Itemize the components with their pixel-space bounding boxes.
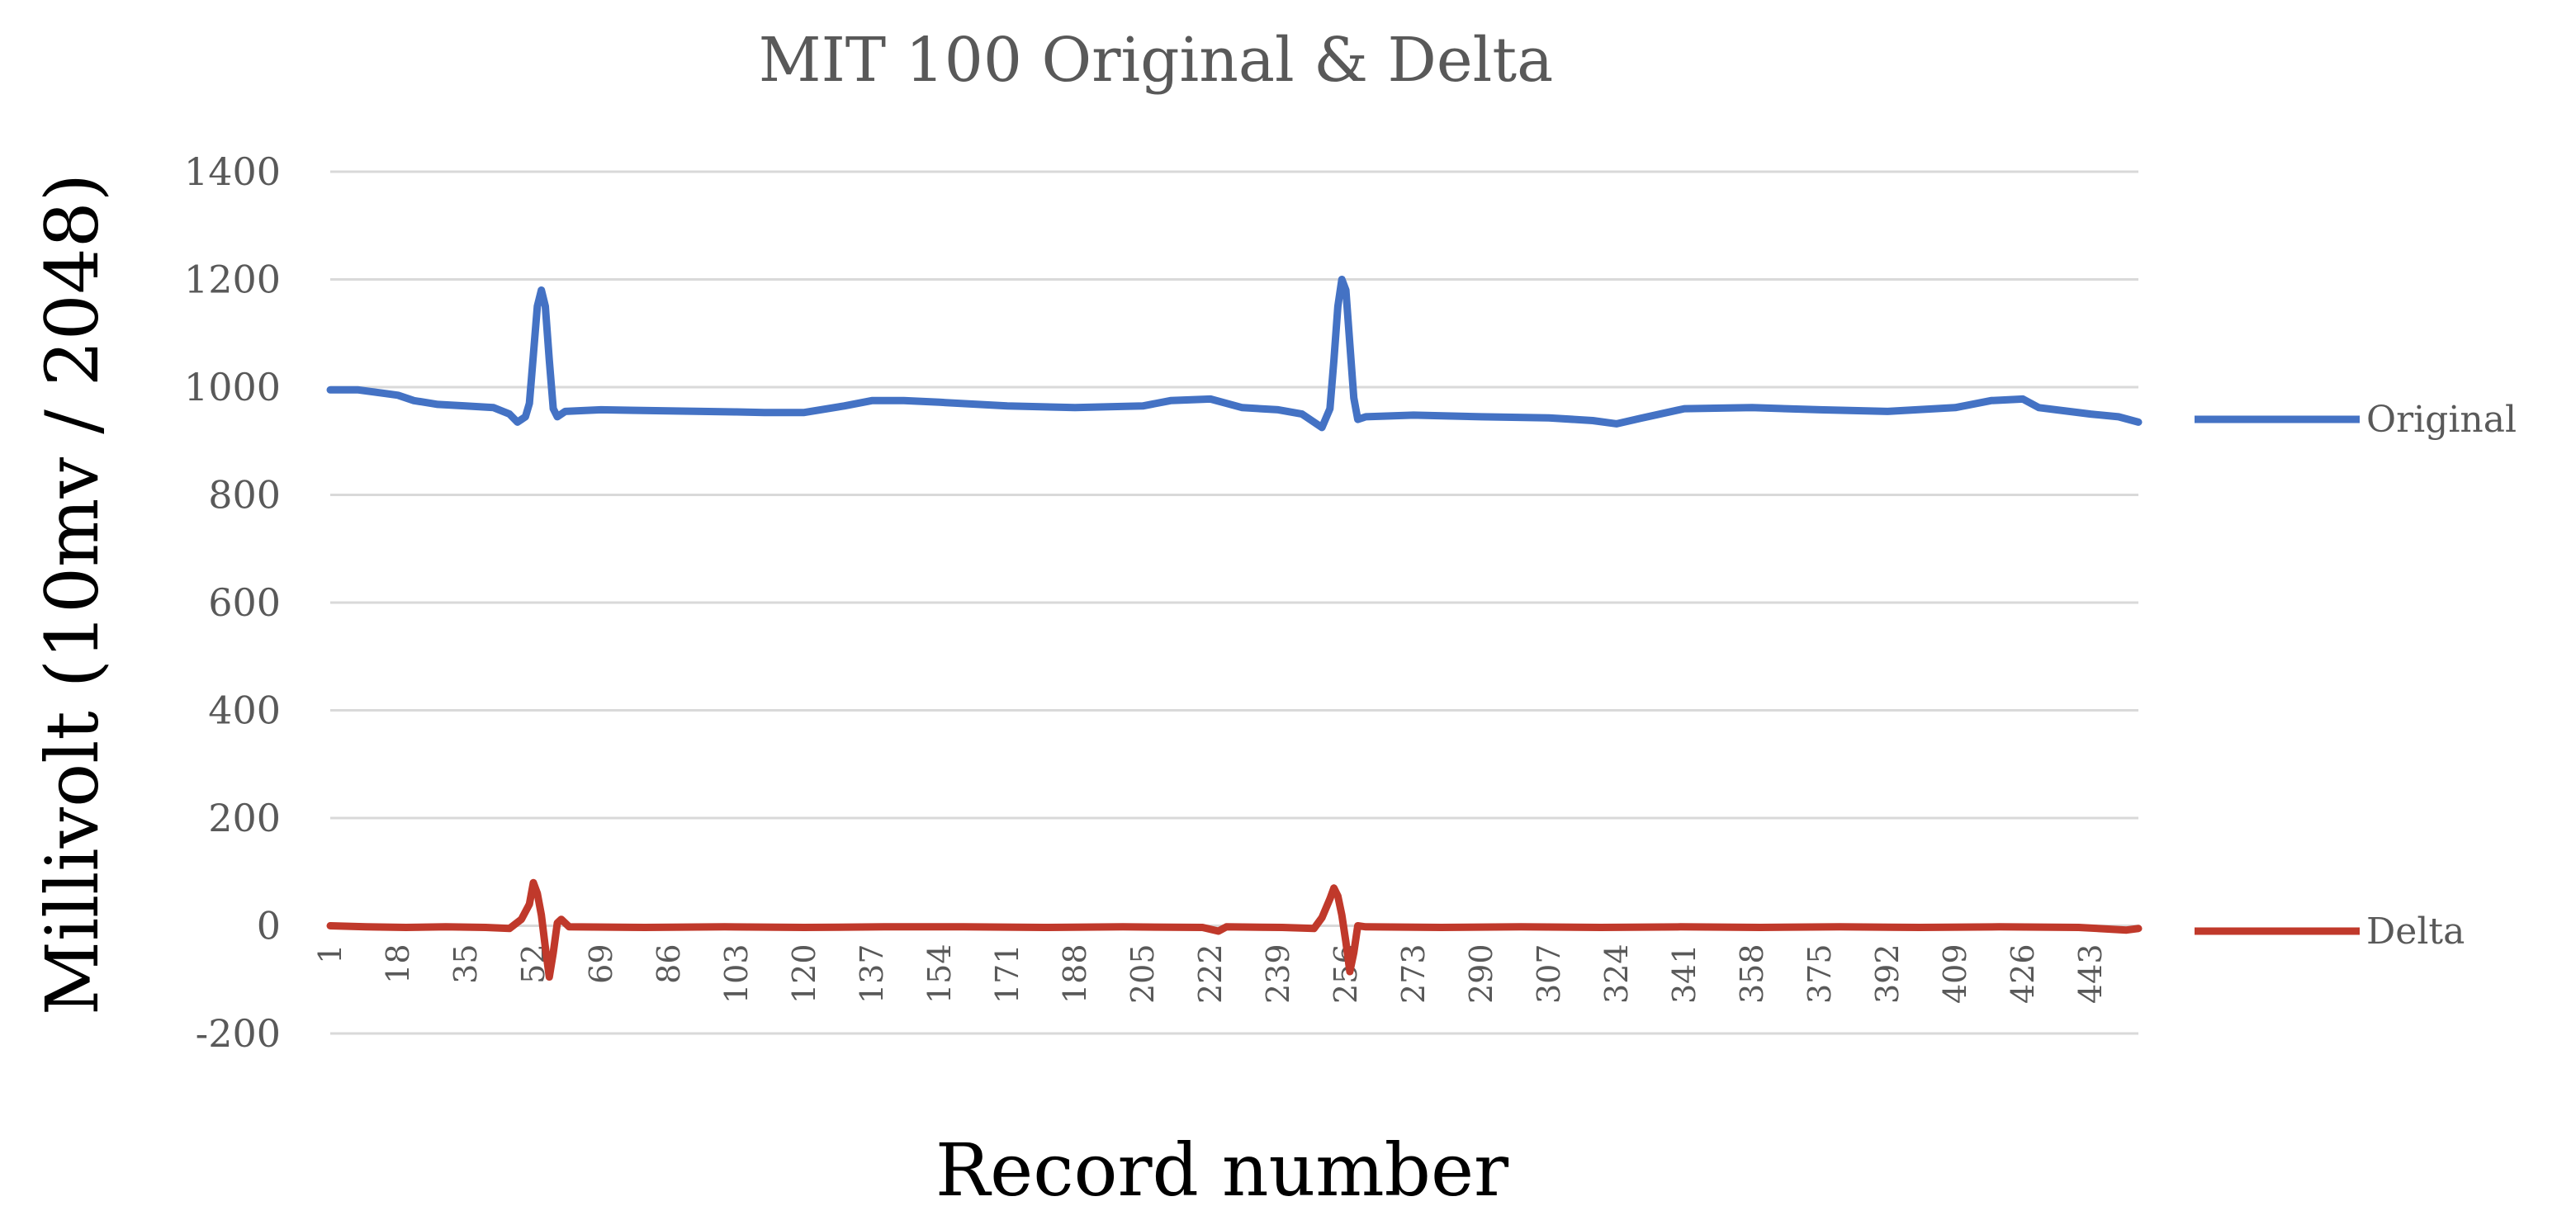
x-tick-label: 137 [854,944,890,1005]
x-tick-label: 392 [1869,944,1906,1005]
x-tick-label: 86 [651,944,687,984]
x-tick-label: 409 [1937,944,1973,1005]
gridlines [330,170,2138,1035]
y-tick-label: 1000 [184,365,281,409]
x-tick-label: 205 [1125,944,1161,1005]
y-tick-label: 0 [257,904,281,948]
series-lines [326,276,2143,981]
x-tick-label: 358 [1734,944,1770,1005]
x-tick-label: 307 [1531,944,1567,1005]
x-tick-label: 426 [2005,944,2041,1005]
series-line-delta [326,878,2143,981]
y-tick-label: 400 [208,688,281,733]
chart-title: MIT 100 Original & Delta [759,25,1553,96]
x-tick-label: 324 [1598,944,1635,1005]
x-tick-label: 290 [1463,944,1499,1005]
x-tick-label: 222 [1192,944,1229,1005]
y-tick-label: 800 [208,473,281,518]
legend: Original Delta [2195,399,2517,953]
series-line-original [326,276,2143,432]
y-tick-label: 1200 [184,258,281,302]
x-tick-label: 171 [989,944,1025,1005]
y-tick-label: 1400 [184,149,281,194]
y-tick-label: 600 [208,580,281,625]
y-tick-label: 200 [208,796,281,840]
legend-label-delta: Delta [2366,910,2465,953]
x-tick-label: 1 [312,944,348,964]
x-tick-label: 35 [447,944,484,984]
x-tick-label: 188 [1057,944,1093,1005]
x-tick-label: 341 [1666,944,1702,1005]
x-tick-label: 273 [1395,944,1432,1005]
x-tick-label: 375 [1802,944,1838,1005]
x-tick-label: 239 [1260,944,1296,1005]
y-axis-label: Millivolt (10mv / 2048) [30,173,115,1015]
x-tick-label: 103 [718,944,755,1005]
x-tick-labels: 1 18 35 52 69 86 103 120 137 154 171 188 205 222 239 25… [312,944,2109,1005]
y-tick-label: -200 [196,1011,281,1056]
x-tick-label: 443 [2072,944,2109,1005]
x-tick-label: 154 [921,944,958,1005]
y-tick-labels: -200 0 200 400 600 800 1000 1200 1400 [184,149,281,1056]
x-tick-label: 120 [786,944,822,1005]
x-tick-label: 18 [380,944,416,984]
legend-label-original: Original [2366,399,2517,441]
x-axis-label: Record number [935,1128,1509,1213]
x-tick-label: 69 [583,944,619,984]
